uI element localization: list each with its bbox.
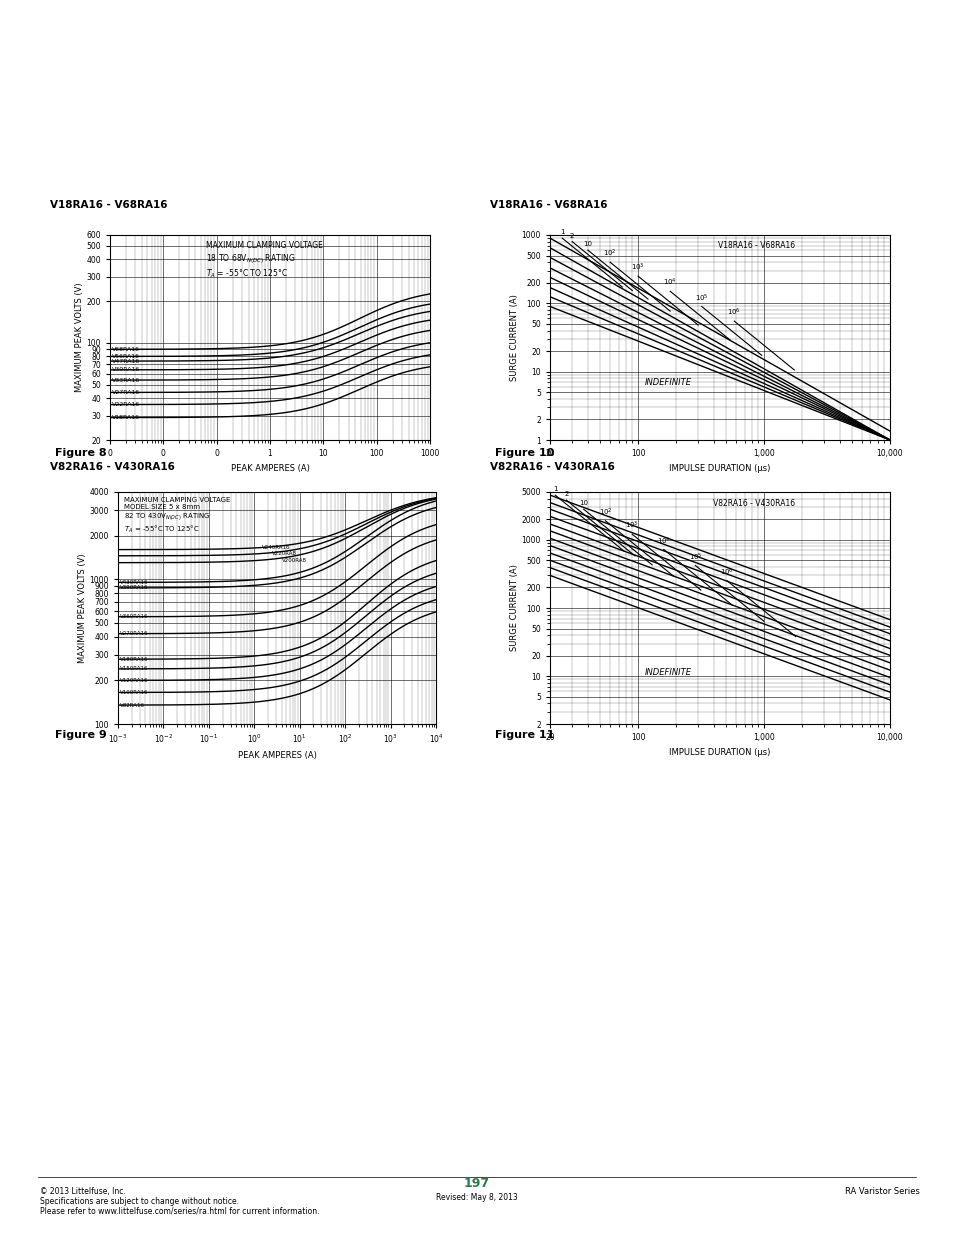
Text: 10$^2$: 10$^2$ xyxy=(598,506,612,517)
Text: Maximum Clamping Voltage for 16mm Parts: Maximum Clamping Voltage for 16mm Parts xyxy=(58,172,366,185)
Y-axis label: MAXIMUM PEAK VOLTS (V): MAXIMUM PEAK VOLTS (V) xyxy=(74,283,84,393)
Text: V220RA8: V220RA8 xyxy=(272,551,297,556)
Text: RA Series: RA Series xyxy=(937,600,945,650)
Text: V39RA16: V39RA16 xyxy=(112,367,140,373)
Text: V82RA16 - V430RA16: V82RA16 - V430RA16 xyxy=(50,462,174,472)
Text: INDEFINITE: INDEFINITE xyxy=(644,668,692,678)
Text: Expertise Applied | Answers Delivered: Expertise Applied | Answers Delivered xyxy=(775,64,921,74)
Text: Repetitive Surge Capability for 16mm Parts: Repetitive Surge Capability for 16mm Par… xyxy=(497,172,803,185)
Text: Figure 10: Figure 10 xyxy=(495,448,554,458)
Text: Varistor Products: Varistor Products xyxy=(24,25,215,44)
Text: 10$^5$: 10$^5$ xyxy=(688,551,701,563)
Text: 10: 10 xyxy=(578,500,588,506)
Text: V22RA16: V22RA16 xyxy=(112,403,140,408)
Text: V18RA16 - V68RA16: V18RA16 - V68RA16 xyxy=(490,200,607,210)
Text: V33RA16: V33RA16 xyxy=(112,378,140,383)
Text: MAXIMUM CLAMPING VOLTAGE
18 TO 68V$_{N(DC)}$ RATING
$T_A$ = -55°C TO 125°C: MAXIMUM CLAMPING VOLTAGE 18 TO 68V$_{N(D… xyxy=(206,241,322,280)
Text: 1: 1 xyxy=(553,487,557,493)
Text: V360RA16: V360RA16 xyxy=(120,614,149,619)
Text: V18RA16: V18RA16 xyxy=(112,415,140,420)
Y-axis label: MAXIMUM PEAK VOLTS (V): MAXIMUM PEAK VOLTS (V) xyxy=(77,553,87,663)
X-axis label: PEAK AMPERES (A): PEAK AMPERES (A) xyxy=(237,751,316,760)
Text: V18RA16 - V68RA16: V18RA16 - V68RA16 xyxy=(717,241,794,251)
Text: 10$^3$: 10$^3$ xyxy=(625,520,639,531)
Text: Low Profile / Application Specific Varistors > RA Series: Low Profile / Application Specific Varis… xyxy=(24,56,384,69)
Text: 2: 2 xyxy=(563,492,568,498)
Text: 10$^2$: 10$^2$ xyxy=(602,248,617,259)
X-axis label: IMPULSE DURATION (µs): IMPULSE DURATION (µs) xyxy=(669,463,770,473)
Text: V18RA16 - V68RA16: V18RA16 - V68RA16 xyxy=(50,200,168,210)
Text: RA Varistor Series: RA Varistor Series xyxy=(844,1187,919,1195)
Text: Figure 8: Figure 8 xyxy=(54,448,107,458)
Text: 10$^5$: 10$^5$ xyxy=(694,293,708,304)
Text: V180RA16: V180RA16 xyxy=(120,657,149,662)
Text: Figure 9: Figure 9 xyxy=(54,730,107,740)
Text: MAXIMUM CLAMPING VOLTAGE
MODEL SIZE 5 x 8mm
82 TO 430V$_{N(DC)}$ RATING
$T_A$ = : MAXIMUM CLAMPING VOLTAGE MODEL SIZE 5 x … xyxy=(124,496,231,535)
Text: V430RA16: V430RA16 xyxy=(120,580,149,585)
Text: 10: 10 xyxy=(583,241,592,247)
Text: V27RA16: V27RA16 xyxy=(112,390,140,395)
Text: V200RA8: V200RA8 xyxy=(281,558,306,563)
X-axis label: IMPULSE DURATION (µs): IMPULSE DURATION (µs) xyxy=(669,747,770,757)
Text: V82RA16: V82RA16 xyxy=(120,703,145,708)
X-axis label: PEAK AMPERES (A): PEAK AMPERES (A) xyxy=(231,463,309,473)
Text: Revised: May 8, 2013: Revised: May 8, 2013 xyxy=(436,1193,517,1202)
Text: V82RA16 - V430RA16: V82RA16 - V430RA16 xyxy=(490,462,615,472)
Text: V270RA16: V270RA16 xyxy=(120,631,149,636)
Text: 10$^6$: 10$^6$ xyxy=(726,308,740,319)
Y-axis label: SURGE CURRENT (A): SURGE CURRENT (A) xyxy=(509,294,518,380)
Text: Please refer to www.littelfuse.com/series/ra.html for current information.: Please refer to www.littelfuse.com/serie… xyxy=(40,1207,319,1216)
Text: V56RA16: V56RA16 xyxy=(112,354,140,359)
Text: V100RA16: V100RA16 xyxy=(120,690,149,695)
Text: V47RA16: V47RA16 xyxy=(112,358,140,363)
Text: V82RA16 - V430RA16: V82RA16 - V430RA16 xyxy=(712,499,794,508)
Text: Specifications are subject to change without notice.: Specifications are subject to change wit… xyxy=(40,1197,239,1207)
Text: 1: 1 xyxy=(559,230,564,236)
Text: V120RA16: V120RA16 xyxy=(120,678,149,683)
Text: V68RA16: V68RA16 xyxy=(112,347,140,352)
Text: 2: 2 xyxy=(569,232,574,238)
Text: V390RA16: V390RA16 xyxy=(120,585,149,590)
Text: 10$^6$: 10$^6$ xyxy=(720,567,733,578)
Text: 197: 197 xyxy=(463,1177,490,1191)
Text: Littelfuse: Littelfuse xyxy=(775,25,871,43)
Text: V150RA16: V150RA16 xyxy=(120,667,149,672)
Y-axis label: SURGE CURRENT (A): SURGE CURRENT (A) xyxy=(509,564,518,651)
Bar xyxy=(710,19,764,74)
Text: V240RA16: V240RA16 xyxy=(262,545,291,550)
Text: © 2013 Littelfuse, Inc.: © 2013 Littelfuse, Inc. xyxy=(40,1187,126,1195)
Text: 10$^4$: 10$^4$ xyxy=(662,277,677,289)
Text: 10$^4$: 10$^4$ xyxy=(657,535,670,547)
Text: 10$^3$: 10$^3$ xyxy=(631,262,644,273)
Text: INDEFINITE: INDEFINITE xyxy=(644,378,692,387)
Text: Figure 11: Figure 11 xyxy=(495,730,554,740)
